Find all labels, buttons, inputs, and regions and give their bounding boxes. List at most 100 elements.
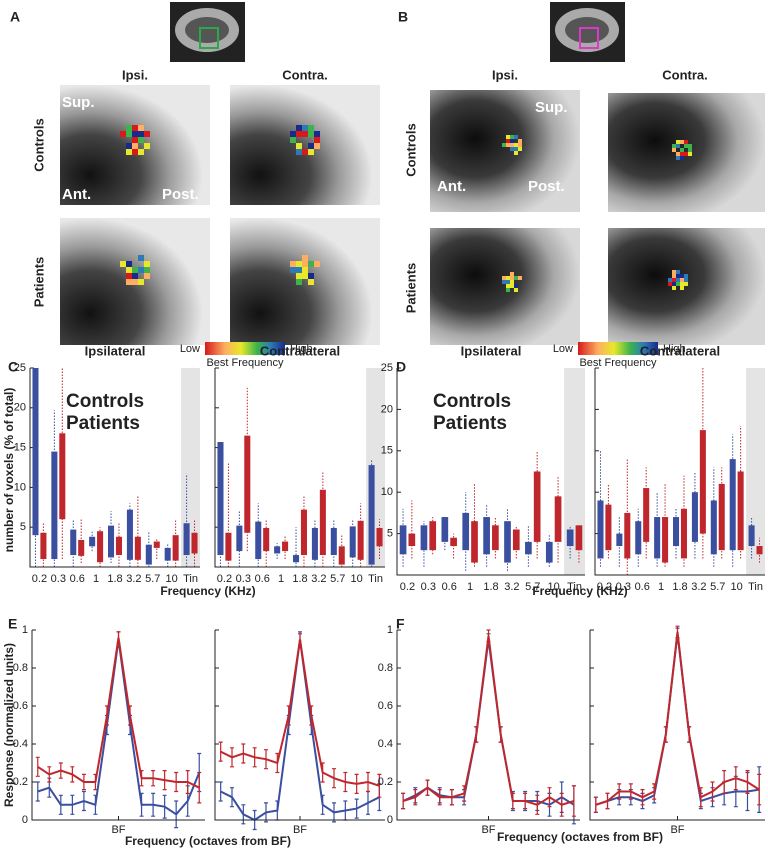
activation-voxel (514, 151, 518, 155)
error-bar (70, 766, 75, 783)
box (357, 520, 364, 560)
shaded-region (181, 368, 200, 567)
activation-voxel (684, 282, 688, 286)
box (566, 529, 574, 547)
activation-voxel (502, 276, 506, 280)
error-bar (309, 705, 314, 726)
panel-letter: F (396, 616, 405, 632)
error-bar (230, 787, 234, 808)
box (554, 496, 562, 542)
x-tick-label: 1 (658, 581, 664, 593)
x-tick-label: 0.2 (32, 573, 47, 585)
activation-voxel (126, 267, 132, 273)
error-bar (197, 771, 202, 804)
activation-voxel (688, 152, 692, 156)
x-tick-label: BF (293, 824, 307, 836)
row-label: Patients (31, 257, 46, 308)
error-bar (128, 705, 133, 726)
activation-voxel (302, 125, 308, 131)
error-bar (354, 773, 359, 794)
activation-voxel (132, 131, 138, 137)
activation-voxel (290, 137, 296, 143)
activation-voxel (144, 273, 150, 279)
box (635, 521, 642, 555)
x-tick-label: 1.8 (672, 581, 687, 593)
activation-voxel (680, 152, 684, 156)
activation-voxel (510, 139, 514, 143)
colorbar (578, 342, 658, 355)
shaded-region (564, 368, 585, 575)
x-tick-label: Tin (183, 573, 198, 585)
box (51, 451, 58, 560)
box (429, 521, 437, 551)
x-tick-label: BF (670, 824, 684, 836)
activation-voxel (296, 261, 302, 267)
error-bar (70, 794, 75, 815)
error-bar (413, 789, 418, 806)
box (545, 541, 553, 563)
x-axis-label: Frequency (KHz) (160, 584, 255, 598)
activation-voxel (510, 272, 514, 276)
activation-voxel (314, 143, 320, 149)
y-tick-label: 0 (22, 814, 28, 826)
activation-voxel (126, 279, 132, 285)
panel-letter: B (398, 9, 408, 25)
activation-voxel (144, 143, 150, 149)
orientation-label: Ant. (437, 178, 466, 195)
activation-voxel (126, 149, 132, 155)
activation-voxel (518, 276, 522, 280)
box (70, 529, 77, 556)
box (533, 471, 541, 542)
activation-voxel (514, 276, 518, 280)
box (217, 442, 224, 556)
activation-voxel (518, 143, 522, 147)
activation-voxel (684, 274, 688, 278)
error-bar (81, 773, 86, 791)
activation-voxel (308, 125, 314, 131)
activation-voxel (296, 273, 302, 279)
activation-voxel (506, 135, 510, 139)
activation-voxel (684, 278, 688, 282)
x-tick-label: 0.6 (635, 581, 650, 593)
brain-slice (230, 218, 380, 345)
x-tick-label: 10 (731, 581, 743, 593)
activation-voxel (138, 137, 144, 143)
x-tick-label: 0.2 (597, 581, 612, 593)
y-tick-label: 0.2 (378, 776, 393, 788)
activation-voxel (680, 156, 684, 160)
activation-voxel (132, 149, 138, 155)
box (225, 532, 232, 561)
error-bar (571, 785, 576, 817)
box (164, 547, 171, 561)
activation-voxel (138, 125, 144, 131)
box (263, 527, 270, 552)
box (97, 531, 104, 563)
x-tick-label: 0.3 (236, 573, 251, 585)
y-tick-label: 1 (387, 624, 393, 636)
box (737, 471, 744, 551)
error-bar (162, 794, 167, 819)
activation-voxel (132, 267, 138, 273)
box (145, 544, 152, 565)
subplot-title: Contralateral (260, 343, 340, 358)
box (420, 525, 428, 551)
legend-entry: Patients (66, 413, 140, 434)
activation-voxel (308, 261, 314, 267)
box (729, 459, 736, 551)
box (59, 433, 66, 520)
activation-voxel (126, 261, 132, 267)
error-bar (81, 790, 86, 812)
activation-voxel (308, 279, 314, 285)
box (748, 525, 755, 547)
activation-voxel (144, 131, 150, 137)
box (236, 525, 243, 552)
axis (214, 630, 385, 821)
x-tick-label: 10 (351, 573, 363, 585)
activation-voxel (510, 135, 514, 139)
activation-voxel (314, 137, 320, 143)
error-bar (675, 625, 680, 639)
activation-voxel (138, 131, 144, 137)
activation-voxel (510, 284, 514, 288)
error-bar (745, 770, 750, 794)
x-tick-label: 5.7 (145, 573, 160, 585)
